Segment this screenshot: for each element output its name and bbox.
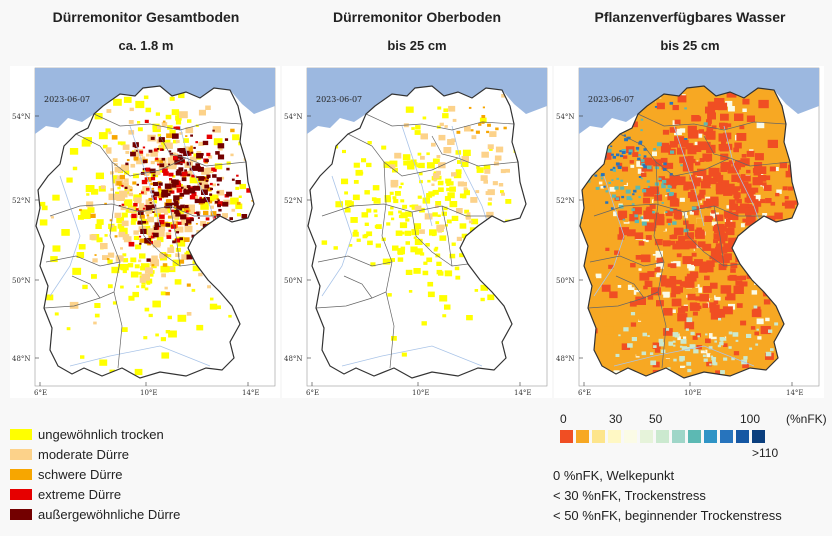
state-borders bbox=[315, 113, 519, 369]
sea-area bbox=[35, 68, 275, 134]
colorbar-box bbox=[688, 430, 701, 443]
legend-swatch bbox=[10, 448, 32, 460]
lon-label: 14°E bbox=[514, 389, 532, 397]
tick-0: 0 bbox=[560, 412, 567, 426]
lat-label: 50°N bbox=[556, 277, 575, 285]
legend-swatch bbox=[10, 508, 32, 520]
lat-label: 48°N bbox=[284, 355, 303, 363]
lon-label: 14°E bbox=[786, 389, 804, 397]
note-dry-stress: < 30 %nFK, Trockenstress bbox=[553, 488, 706, 503]
colorbar-box bbox=[624, 430, 637, 443]
map-date: 2023-06-07 bbox=[44, 95, 90, 104]
note-beginning-stress: < 50 %nFK, beginnender Trockenstress bbox=[553, 508, 782, 523]
legend-swatch bbox=[10, 488, 32, 500]
legend-item: extreme Dürre bbox=[10, 484, 180, 504]
tick-100: 100 bbox=[740, 412, 761, 426]
colorbar-box bbox=[608, 430, 621, 443]
lat-label: 54°N bbox=[12, 113, 31, 121]
panel-2-title: Dürremonitor Oberboden bbox=[332, 9, 501, 25]
tick-30: 30 bbox=[609, 412, 623, 426]
map-gesamtboden: 2023-06-07 54°N 52°N 50°N 48°N 6°E 10°E 14°E bbox=[10, 66, 280, 398]
colorbar-box bbox=[736, 430, 749, 443]
panel-3-title: Pflanzenverfügbares Wasser bbox=[594, 9, 786, 25]
colorbar-boxes bbox=[560, 430, 768, 443]
legend-item: außergewöhnliche Dürre bbox=[10, 504, 180, 524]
map-date: 2023-06-07 bbox=[588, 95, 634, 104]
lon-label: 6°E bbox=[34, 389, 47, 397]
legend-label: schwere Dürre bbox=[38, 466, 123, 482]
note-wilting-point: 0 %nFK, Welkepunkt bbox=[553, 468, 675, 483]
lat-label: 52°N bbox=[12, 197, 31, 205]
lon-label: 6°E bbox=[306, 389, 319, 397]
lat-label: 52°N bbox=[284, 197, 303, 205]
colorbar-box bbox=[752, 430, 765, 443]
rivers bbox=[593, 125, 765, 367]
map-oberboden: 2023-06-07 54°N 52°N 50°N 48°N 6°E 10°E 14°E bbox=[282, 66, 552, 398]
drought-legend: ungewöhnlich trocken moderate Dürre schw… bbox=[10, 424, 180, 524]
lat-label: 48°N bbox=[556, 355, 575, 363]
lat-label: 50°N bbox=[12, 277, 31, 285]
colorbar-box bbox=[656, 430, 669, 443]
lon-label: 14°E bbox=[242, 389, 260, 397]
lon-label: 10°E bbox=[140, 389, 158, 397]
legend-label: moderate Dürre bbox=[38, 446, 130, 462]
lat-label: 50°N bbox=[284, 277, 303, 285]
lat-label: 52°N bbox=[556, 197, 575, 205]
panel-1-subtitle: ca. 1.8 m bbox=[118, 38, 174, 53]
state-borders bbox=[43, 113, 247, 369]
sea-area bbox=[579, 68, 819, 134]
lat-label: 48°N bbox=[12, 355, 31, 363]
lat-label: 54°N bbox=[556, 113, 575, 121]
colorbar-box bbox=[640, 430, 653, 443]
lon-label: 6°E bbox=[578, 389, 591, 397]
country-border bbox=[307, 85, 527, 379]
legend-label: ungewöhnlich trocken bbox=[38, 426, 164, 442]
lat-label: 54°N bbox=[284, 113, 303, 121]
legend-item: moderate Dürre bbox=[10, 444, 180, 464]
tick-50: 50 bbox=[649, 412, 663, 426]
colorbar-box bbox=[560, 430, 573, 443]
state-borders bbox=[587, 113, 791, 369]
colorbar-box bbox=[576, 430, 589, 443]
panel-3-subtitle: bis 25 cm bbox=[660, 38, 720, 53]
legend-item: schwere Dürre bbox=[10, 464, 180, 484]
colorbar-box bbox=[592, 430, 605, 443]
map-date: 2023-06-07 bbox=[316, 95, 362, 104]
legend-swatch bbox=[10, 428, 32, 440]
colorbar-box bbox=[720, 430, 733, 443]
country-border bbox=[35, 85, 255, 379]
colorbar-box bbox=[704, 430, 717, 443]
lon-label: 10°E bbox=[684, 389, 702, 397]
panel-2-subtitle: bis 25 cm bbox=[387, 38, 447, 53]
legend-label: extreme Dürre bbox=[38, 486, 122, 502]
sea-area bbox=[307, 68, 547, 134]
colorbar-box bbox=[672, 430, 685, 443]
lon-label: 10°E bbox=[412, 389, 430, 397]
panel-1-title: Dürremonitor Gesamtboden bbox=[52, 9, 240, 25]
unit-label: (%nFK) bbox=[786, 412, 827, 426]
legend-swatch bbox=[10, 468, 32, 480]
legend-label: außergewöhnliche Dürre bbox=[38, 506, 181, 522]
country-border bbox=[579, 85, 799, 379]
map-pflanzenverfuegbares-wasser: 2023-06-07 54°N 52°N 50°N 48°N 6°E 10°E 14°E bbox=[554, 66, 824, 398]
legend-item: ungewöhnlich trocken bbox=[10, 424, 180, 444]
overflow-label: >110 bbox=[752, 446, 779, 460]
water-notes: 0 %nFK, Welkepunkt < 30 %nFK, Trockenstr… bbox=[553, 466, 782, 526]
